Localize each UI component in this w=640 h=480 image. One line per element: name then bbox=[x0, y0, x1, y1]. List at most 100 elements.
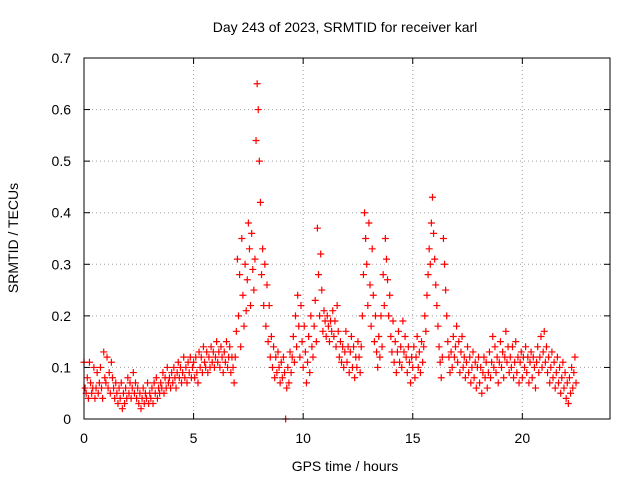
data-point bbox=[557, 389, 565, 397]
data-point bbox=[441, 260, 449, 268]
data-point bbox=[152, 374, 160, 382]
data-point bbox=[442, 286, 450, 294]
data-point bbox=[244, 219, 252, 227]
ticks-layer: 0 0.1 0.2 0.3 0.4 0.5 0.6 0.7 0 5 10 15 20 bbox=[52, 50, 610, 446]
data-point bbox=[526, 358, 534, 366]
data-point bbox=[507, 363, 515, 371]
data-point bbox=[510, 374, 518, 382]
data-point bbox=[220, 348, 228, 356]
data-point bbox=[242, 307, 250, 315]
data-point bbox=[494, 379, 502, 387]
data-point bbox=[513, 369, 521, 377]
data-point bbox=[553, 353, 561, 361]
data-point bbox=[366, 281, 374, 289]
data-point bbox=[115, 384, 123, 392]
data-point bbox=[430, 229, 438, 237]
data-point bbox=[330, 332, 338, 340]
data-point bbox=[412, 353, 420, 361]
data-point bbox=[90, 363, 98, 371]
data-point bbox=[289, 332, 297, 340]
data-point bbox=[389, 317, 397, 325]
data-point bbox=[318, 286, 326, 294]
data-point bbox=[465, 369, 473, 377]
data-point bbox=[290, 358, 298, 366]
data-point bbox=[328, 327, 336, 335]
data-point bbox=[484, 369, 492, 377]
data-point bbox=[263, 281, 271, 289]
data-point bbox=[84, 394, 92, 402]
x-tick-label: 10 bbox=[295, 430, 311, 446]
data-point bbox=[368, 245, 376, 253]
data-point bbox=[405, 358, 413, 366]
data-point bbox=[174, 358, 182, 366]
data-point bbox=[230, 379, 238, 387]
data-point bbox=[150, 379, 158, 387]
data-point bbox=[169, 379, 177, 387]
data-point bbox=[262, 322, 270, 330]
data-point bbox=[455, 338, 463, 346]
data-point bbox=[382, 255, 390, 263]
data-point bbox=[362, 235, 370, 242]
data-point bbox=[304, 358, 312, 366]
data-point bbox=[180, 353, 188, 361]
data-point bbox=[529, 353, 537, 361]
data-point bbox=[87, 379, 95, 387]
data-point bbox=[350, 343, 358, 351]
data-point bbox=[505, 369, 513, 377]
data-point bbox=[287, 369, 295, 377]
data-point bbox=[397, 343, 405, 351]
data-point bbox=[93, 369, 101, 377]
data-point bbox=[384, 276, 392, 284]
data-point bbox=[197, 353, 205, 361]
data-point bbox=[448, 363, 456, 371]
data-point bbox=[464, 343, 472, 351]
data-point bbox=[227, 369, 235, 377]
data-point bbox=[378, 343, 386, 351]
data-point bbox=[449, 332, 457, 340]
data-point bbox=[233, 255, 241, 263]
data-point bbox=[256, 198, 264, 206]
data-point bbox=[308, 343, 316, 351]
data-point bbox=[547, 363, 555, 371]
data-point bbox=[334, 327, 342, 335]
data-point bbox=[288, 353, 296, 361]
data-point bbox=[453, 322, 461, 330]
data-point bbox=[264, 338, 272, 346]
data-point bbox=[567, 389, 575, 397]
data-point bbox=[569, 384, 577, 392]
data-point bbox=[331, 317, 339, 325]
data-point bbox=[283, 384, 291, 392]
data-point bbox=[157, 379, 165, 387]
data-point bbox=[258, 271, 266, 279]
data-point bbox=[252, 137, 260, 145]
data-point bbox=[391, 338, 399, 346]
data-point bbox=[306, 369, 314, 377]
data-point bbox=[450, 353, 458, 361]
data-point bbox=[415, 348, 423, 356]
data-point bbox=[489, 332, 497, 340]
data-point bbox=[236, 271, 244, 279]
data-point bbox=[307, 312, 315, 320]
data-point bbox=[570, 369, 578, 377]
data-point bbox=[516, 358, 524, 366]
data-point bbox=[410, 343, 418, 351]
data-point bbox=[231, 353, 239, 361]
y-tick-label: 0.7 bbox=[52, 50, 72, 66]
data-point bbox=[261, 260, 269, 268]
data-point bbox=[376, 353, 384, 361]
data-point bbox=[147, 394, 155, 402]
data-point bbox=[399, 317, 407, 325]
data-point bbox=[322, 332, 330, 340]
data-point bbox=[183, 379, 191, 387]
data-point bbox=[558, 374, 566, 382]
data-point bbox=[541, 358, 549, 366]
data-point bbox=[185, 369, 193, 377]
data-point bbox=[188, 363, 196, 371]
y-tick-label: 0.3 bbox=[52, 256, 72, 272]
data-point bbox=[492, 369, 500, 377]
data-point bbox=[335, 353, 343, 361]
data-point bbox=[237, 343, 245, 351]
data-point bbox=[359, 271, 367, 279]
data-point bbox=[181, 374, 189, 382]
